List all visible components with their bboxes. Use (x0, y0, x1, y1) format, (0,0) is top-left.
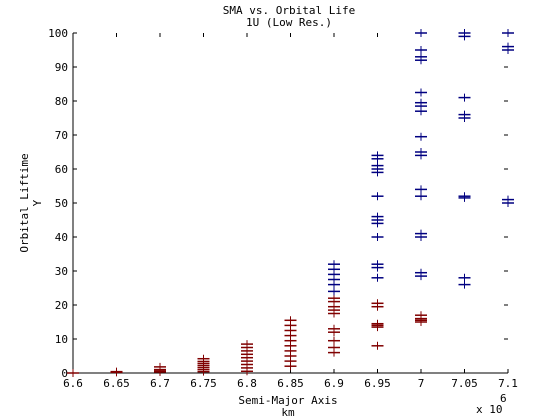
data-point (458, 192, 471, 201)
x-axis-unit: km (281, 406, 295, 419)
data-point (371, 233, 384, 241)
x-tick-label: 6.6 (63, 377, 83, 390)
data-point (502, 195, 514, 204)
x-tick-label: 6.85 (277, 377, 304, 390)
y-tick-label: 80 (55, 95, 68, 108)
series-1 (67, 294, 427, 377)
x-tick-label: 7.1 (498, 377, 518, 390)
x-tick-label: 7 (418, 377, 425, 390)
y-tick-label: 20 (55, 299, 68, 312)
x-tick-label: 6.75 (190, 377, 217, 390)
data-point (371, 161, 384, 170)
x-exponent-label: x 10 (476, 403, 503, 416)
data-point (458, 280, 471, 289)
data-point (328, 260, 340, 269)
data-point (415, 311, 427, 320)
x-tick-label: 6.65 (103, 377, 130, 390)
x-tick-label: 7.05 (451, 377, 478, 390)
data-point (371, 260, 384, 269)
data-point (415, 192, 427, 201)
data-point (371, 299, 384, 308)
y-ticks: 0 10 20 30 40 50 60 70 80 90 100 (48, 27, 508, 380)
data-point (328, 343, 340, 352)
series-2 (328, 29, 514, 296)
data-point (241, 340, 253, 349)
data-point (371, 192, 384, 201)
y-tick-label: 100 (48, 27, 68, 40)
data-point (415, 229, 427, 238)
chart-title: SMA vs. Orbital Life (223, 4, 355, 17)
data-point (502, 29, 514, 37)
y-tick-label: 50 (55, 197, 68, 210)
data-point (197, 354, 210, 363)
data-point (415, 132, 427, 141)
data-point (415, 29, 427, 37)
x-axis-label: Semi-Major Axis (238, 394, 337, 407)
data-point (415, 98, 427, 107)
data-point (110, 367, 123, 376)
y-tick-label: 60 (55, 163, 68, 176)
data-point (328, 336, 340, 345)
x-tick-label: 6.95 (364, 377, 391, 390)
y-tick-label: 90 (55, 61, 68, 74)
chart-subtitle: 1U (Low Res.) (246, 16, 332, 29)
data-point (328, 324, 340, 333)
data-point (458, 273, 471, 282)
data-point (458, 110, 471, 119)
data-point (371, 319, 384, 328)
data-point (415, 52, 427, 61)
x-ticks: 6.6 6.65 6.7 6.75 6.8 6.85 6.9 6.95 7 7.05 7.1 (63, 33, 518, 390)
data-points (67, 29, 514, 377)
x-exponent-value: 6 (500, 392, 507, 405)
x-tick-label: 6.8 (237, 377, 257, 390)
data-point (328, 287, 340, 296)
y-tick-label: 10 (55, 333, 68, 346)
data-point (415, 268, 427, 277)
data-point (415, 88, 427, 97)
data-point (328, 294, 340, 303)
data-point (458, 93, 471, 102)
y-tick-label: 40 (55, 231, 68, 244)
y-tick-label: 30 (55, 265, 68, 278)
y-axis-unit: Y (31, 199, 44, 206)
data-point (415, 185, 427, 194)
data-point (371, 151, 384, 160)
x-tick-label: 6.9 (324, 377, 344, 390)
data-point (284, 316, 297, 325)
data-point (502, 42, 514, 51)
x-tick-label: 6.7 (150, 377, 170, 390)
y-axis-label: Orbital Liftime (18, 153, 31, 252)
data-point (458, 29, 471, 37)
y-tick-label: 0 (61, 367, 68, 380)
y-tick-label: 70 (55, 129, 68, 142)
data-point (415, 148, 427, 156)
data-point (371, 273, 384, 282)
data-point (154, 362, 166, 371)
data-point (371, 212, 384, 221)
data-point (371, 341, 384, 350)
data-point (67, 369, 79, 377)
data-point (415, 46, 427, 54)
